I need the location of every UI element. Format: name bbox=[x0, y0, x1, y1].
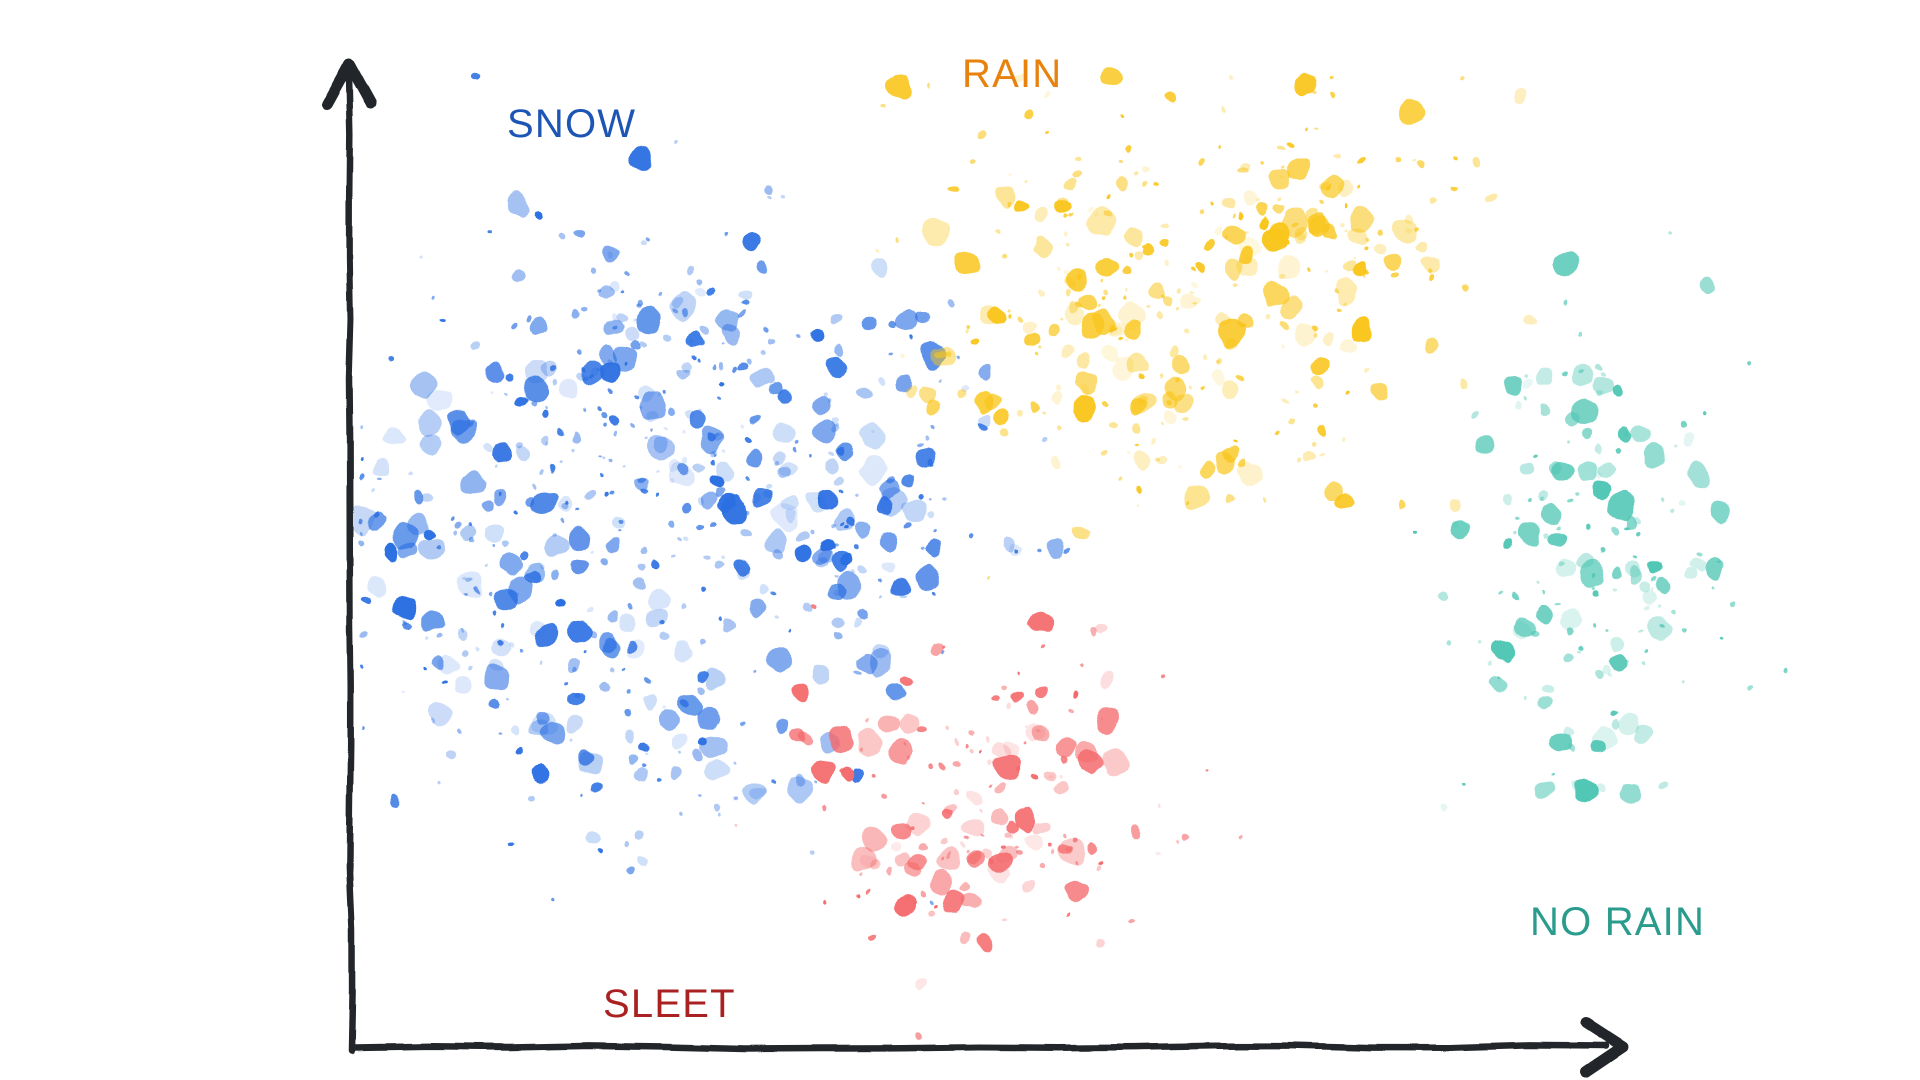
cluster-sleet-points bbox=[736, 601, 1242, 1041]
cluster-snow-points bbox=[349, 73, 1072, 904]
x-axis-line bbox=[349, 1042, 1610, 1053]
cluster-label-rain: RAIN bbox=[962, 52, 1063, 96]
cluster-label-sleet: SLEET bbox=[603, 982, 736, 1026]
axes bbox=[321, 58, 1629, 1078]
cluster-label-snow: SNOW bbox=[507, 102, 637, 146]
y-axis-line bbox=[345, 70, 356, 1055]
cluster-rain-points bbox=[876, 68, 1538, 581]
x-axis-arrowhead-icon bbox=[1580, 1017, 1629, 1078]
data-points-layer bbox=[349, 68, 1789, 1041]
cluster-label-no-rain: NO RAIN bbox=[1530, 900, 1706, 944]
cluster-no-rain-points bbox=[1415, 231, 1789, 811]
y-axis-arrowhead-icon bbox=[321, 58, 377, 110]
